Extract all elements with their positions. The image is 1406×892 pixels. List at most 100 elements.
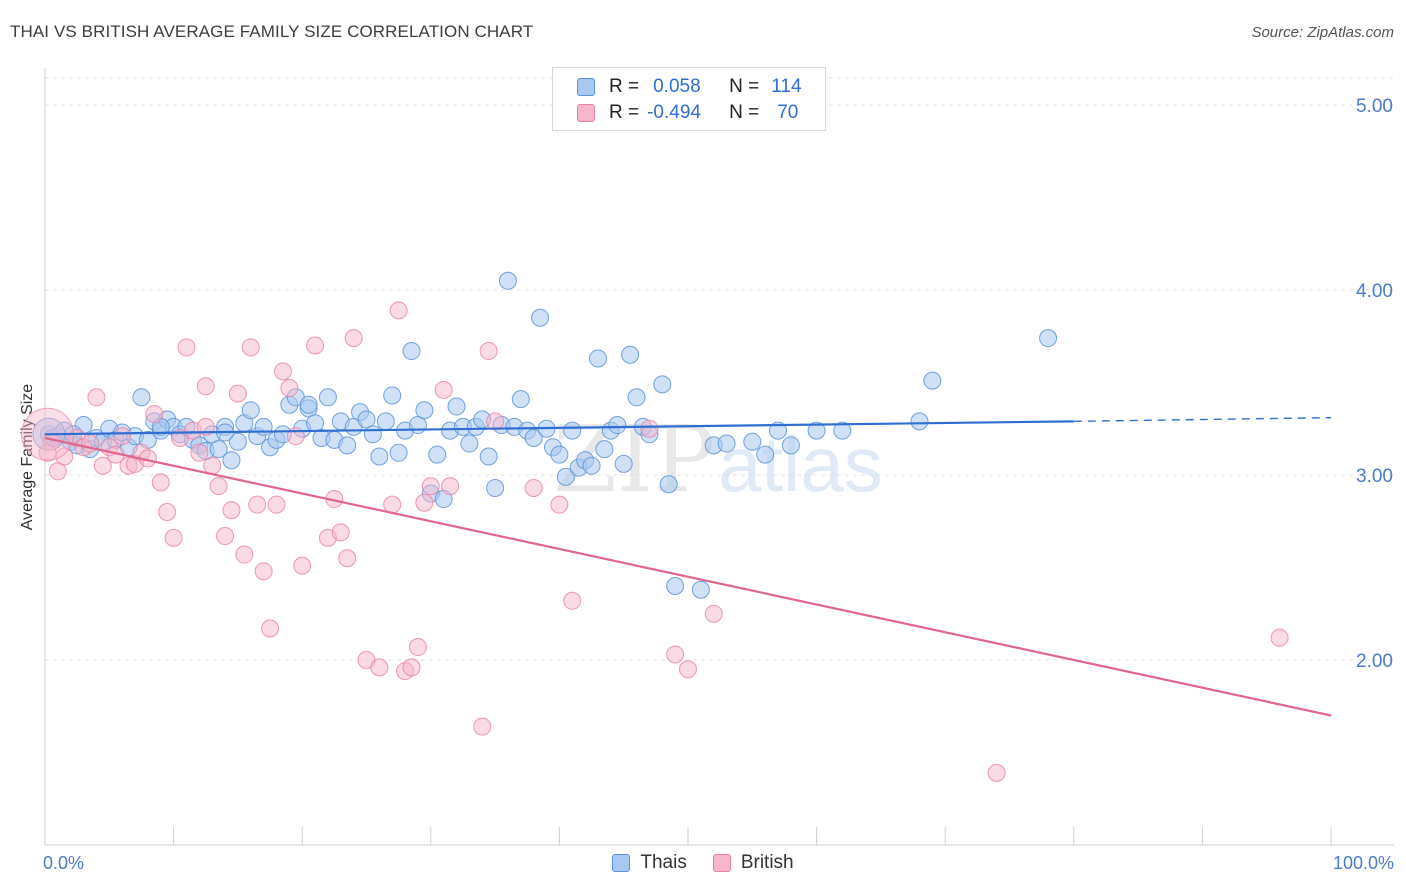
x-tick-labels: 0.0% 100.0% bbox=[43, 853, 1394, 873]
thais-point-106 bbox=[833, 421, 852, 440]
thais-point-87 bbox=[595, 440, 614, 459]
british-point-46 bbox=[370, 658, 389, 677]
thais-point-92 bbox=[627, 388, 646, 407]
legend-row-thais: R = 0.058 N = 114 bbox=[577, 74, 802, 100]
thais-point-69 bbox=[479, 447, 498, 466]
y-tick-label-1: 3.00 bbox=[1356, 466, 1393, 487]
british-point-53 bbox=[421, 477, 440, 496]
thais-point-108 bbox=[923, 371, 942, 390]
legend-item-thais[interactable]: Thais bbox=[612, 852, 687, 874]
thais-n-value: 114 bbox=[771, 76, 802, 97]
thais-point-76 bbox=[524, 429, 543, 447]
british-point-33 bbox=[261, 619, 280, 638]
british-point-44 bbox=[344, 329, 363, 348]
legend-item-british[interactable]: British bbox=[712, 852, 794, 874]
thais-swatch bbox=[577, 78, 595, 96]
british-point-64 bbox=[679, 660, 697, 679]
thais-point-59 bbox=[415, 401, 434, 420]
thais-point-96 bbox=[659, 475, 678, 494]
x-tick-label-0: 0.0% bbox=[43, 853, 84, 873]
thais-point-32 bbox=[241, 401, 260, 420]
british-point-16 bbox=[151, 473, 170, 492]
british-point-30 bbox=[241, 338, 260, 357]
british-point-1 bbox=[48, 462, 67, 481]
watermark: ZIP atlas bbox=[553, 406, 883, 513]
british-point-56 bbox=[473, 717, 492, 736]
british-point-60 bbox=[550, 495, 569, 514]
british-point-65 bbox=[704, 604, 723, 623]
british-point-22 bbox=[190, 443, 209, 462]
british-point-20 bbox=[177, 338, 196, 357]
british-point-18 bbox=[164, 528, 183, 547]
y-tick-label-3: 5.00 bbox=[1356, 96, 1393, 117]
thais-point-27 bbox=[209, 440, 228, 459]
british-point-50 bbox=[402, 658, 421, 677]
thais-point-91 bbox=[621, 345, 640, 364]
thais-point-109 bbox=[1039, 329, 1058, 348]
thais-point-29 bbox=[222, 451, 241, 470]
british-point-66 bbox=[987, 763, 1006, 782]
british-trendline bbox=[44, 436, 1332, 717]
legend-row-british: R = -0.494 N = 70 bbox=[577, 100, 798, 126]
thais-point-104 bbox=[781, 436, 800, 455]
british-point-36 bbox=[280, 379, 299, 398]
british-point-51 bbox=[408, 638, 427, 657]
british-point-52 bbox=[415, 493, 434, 512]
british-point-42 bbox=[331, 523, 350, 542]
thais-point-101 bbox=[743, 432, 762, 451]
british-point-6 bbox=[87, 388, 106, 407]
legend-british-label: British bbox=[740, 852, 794, 873]
thais-point-86 bbox=[588, 349, 607, 368]
source-label: Source: ZipAtlas.com bbox=[1251, 24, 1394, 41]
british-point-34 bbox=[267, 495, 286, 514]
british-point-67 bbox=[1270, 628, 1289, 647]
british-swatch bbox=[577, 104, 595, 122]
thais-point-52 bbox=[370, 447, 389, 466]
british-point-55 bbox=[441, 477, 460, 496]
thais-point-77 bbox=[531, 308, 550, 327]
british-point-54 bbox=[434, 380, 453, 399]
series-thais-points bbox=[32, 271, 1058, 599]
british-point-48 bbox=[389, 301, 408, 320]
thais-point-90 bbox=[614, 454, 633, 473]
thais-point-98 bbox=[691, 580, 710, 599]
thais-point-64 bbox=[447, 397, 466, 416]
british-point-62 bbox=[640, 419, 659, 438]
thais-trendline-extension bbox=[1073, 416, 1332, 423]
british-point-57 bbox=[479, 342, 498, 361]
british-n-value: 70 bbox=[777, 102, 799, 123]
thais-point-81 bbox=[556, 467, 575, 486]
british-point-29 bbox=[235, 545, 254, 564]
thais-point-105 bbox=[807, 421, 826, 440]
british-point-68 bbox=[38, 443, 57, 462]
british-point-27 bbox=[222, 501, 241, 520]
thais-point-70 bbox=[486, 478, 505, 497]
thais-point-15 bbox=[132, 388, 151, 407]
thais-r-value: 0.058 bbox=[653, 76, 701, 97]
thais-point-80 bbox=[550, 445, 569, 464]
thais-point-107 bbox=[910, 412, 929, 431]
british-point-43 bbox=[338, 549, 357, 568]
chart-title: THAI VS BRITISH AVERAGE FAMILY SIZE CORR… bbox=[10, 22, 534, 41]
thais-point-34 bbox=[254, 417, 273, 436]
legend-thais-label: Thais bbox=[640, 852, 687, 873]
british-point-15 bbox=[145, 404, 164, 423]
thais-point-82 bbox=[563, 421, 582, 440]
thais-point-89 bbox=[608, 416, 627, 435]
british-point-26 bbox=[216, 527, 235, 546]
y-tick-label-0: 2.00 bbox=[1356, 651, 1393, 672]
thais-point-95 bbox=[653, 375, 672, 394]
british-point-58 bbox=[486, 412, 505, 431]
thais-point-100 bbox=[717, 434, 736, 453]
thais-point-102 bbox=[756, 445, 775, 464]
british-point-28 bbox=[228, 384, 247, 403]
thais-point-51 bbox=[363, 425, 382, 444]
thais-point-61 bbox=[428, 445, 447, 464]
y-tick-labels: 2.00 3.00 4.00 5.00 bbox=[1356, 96, 1393, 672]
gridlines bbox=[45, 77, 1394, 661]
british-point-23 bbox=[196, 377, 215, 396]
british-n-label: N = bbox=[729, 102, 760, 123]
thais-point-74 bbox=[511, 390, 530, 409]
british-point-10 bbox=[113, 427, 132, 446]
